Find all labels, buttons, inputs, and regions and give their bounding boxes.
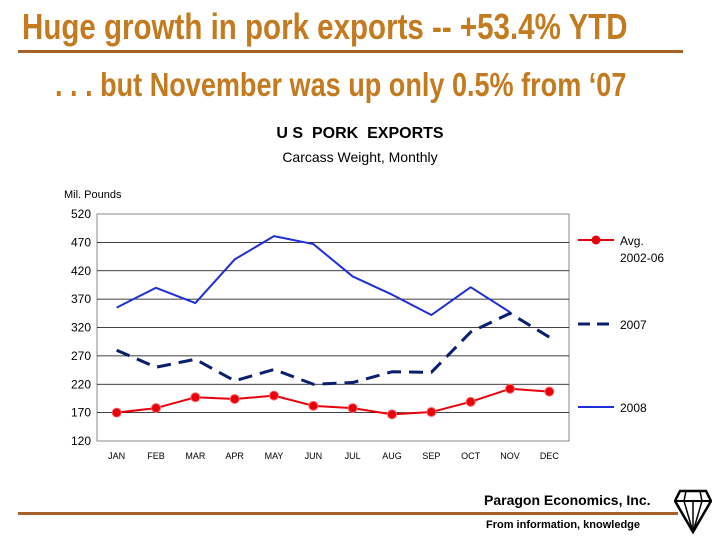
x-tick-label: MAY xyxy=(265,451,284,461)
y-axis-ticks: 120 170 220 270 320 370 420 470 520 xyxy=(71,207,91,448)
series-line-2 xyxy=(116,235,511,317)
divider-bottom xyxy=(18,512,678,515)
y-tick-label: 170 xyxy=(71,406,91,420)
x-tick-label: SEP xyxy=(422,451,440,461)
x-tick-label: JUN xyxy=(305,451,323,461)
legend-label: Avg. 2002-06 xyxy=(620,234,664,265)
series-point xyxy=(308,400,319,411)
headline: Huge growth in pork exports -- +53.4% YT… xyxy=(22,6,628,47)
y-tick-label: 270 xyxy=(71,349,91,363)
y-tick-label: 320 xyxy=(71,321,91,335)
gridlines xyxy=(97,241,569,414)
x-tick-label: AUG xyxy=(382,451,402,461)
brand-name: Paragon Economics, Inc. xyxy=(484,492,651,508)
chart-subtitle: Carcass Weight, Monthly xyxy=(282,149,437,165)
pork-exports-chart: U S PORK EXPORTS Carcass Weight, Monthly… xyxy=(64,125,664,461)
series-point xyxy=(111,407,122,418)
legend-label: 2008 xyxy=(620,401,647,415)
x-tick-label: DEC xyxy=(540,451,560,461)
x-tick-label: APR xyxy=(225,451,244,461)
y-tick-label: 370 xyxy=(71,292,91,306)
series-point xyxy=(347,403,358,414)
y-axis-label: Mil. Pounds xyxy=(64,189,122,201)
y-tick-label: 220 xyxy=(71,377,91,391)
series-point xyxy=(505,383,515,394)
x-axis-ticks: JAN FEB MAR APR MAY JUN JUL AUG SEP OCT NOV DEC xyxy=(108,451,559,461)
x-tick-label: OCT xyxy=(461,451,481,461)
y-tick-label: 520 xyxy=(71,207,91,221)
x-tick-label: NOV xyxy=(500,451,520,461)
series-point xyxy=(190,392,201,403)
series-point xyxy=(269,390,279,401)
x-tick-label: JAN xyxy=(108,451,125,461)
subheadline: . . . but November was up only 0.5% from… xyxy=(55,66,627,103)
series-layer xyxy=(111,235,555,420)
y-tick-label: 470 xyxy=(71,235,91,249)
chart-title: U S PORK EXPORTS xyxy=(276,125,443,142)
series-line-1 xyxy=(116,311,551,386)
series-point xyxy=(229,394,240,405)
legend-marker xyxy=(591,235,601,245)
series-point xyxy=(151,403,161,414)
diamond-icon xyxy=(674,489,712,534)
legend-label: 2007 xyxy=(620,318,647,332)
y-tick-label: 420 xyxy=(71,264,91,278)
x-tick-label: FEB xyxy=(147,451,165,461)
series-point xyxy=(426,407,437,418)
series-point xyxy=(465,396,476,407)
series-point xyxy=(544,386,555,397)
series-line-0 xyxy=(116,387,550,416)
x-tick-label: MAR xyxy=(185,451,206,461)
legend: Avg. 2002-06 2007 2008 xyxy=(578,234,664,415)
brand-tagline: From information, knowledge xyxy=(486,519,641,531)
y-tick-label: 120 xyxy=(71,434,91,448)
x-tick-label: JUL xyxy=(345,451,361,461)
divider-top xyxy=(18,50,683,53)
series-point xyxy=(387,409,397,420)
